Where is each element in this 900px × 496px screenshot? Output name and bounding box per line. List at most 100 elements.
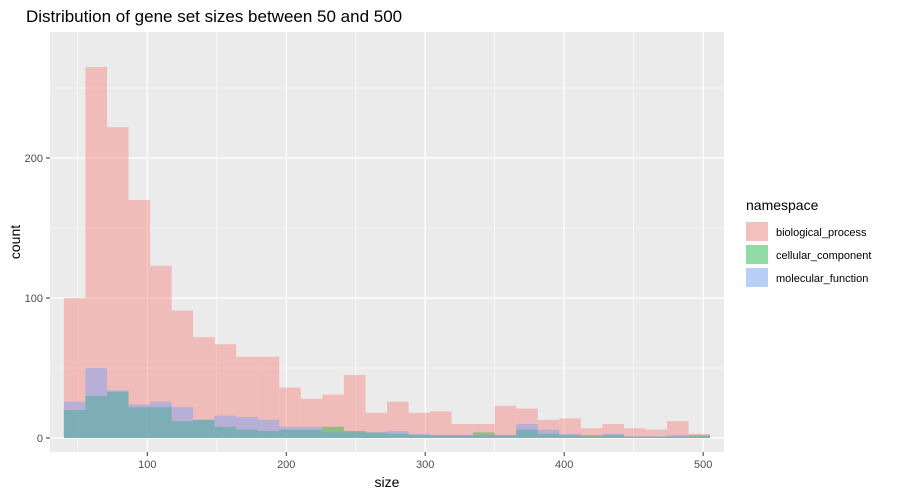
histogram-bar bbox=[580, 436, 603, 438]
histogram-bar bbox=[85, 67, 107, 438]
y-axis-label: count bbox=[7, 225, 23, 259]
histogram-bar bbox=[408, 433, 431, 438]
histogram-bar bbox=[150, 407, 172, 438]
histogram-bar bbox=[300, 429, 323, 438]
legend-swatch bbox=[746, 268, 768, 287]
series-biological-process bbox=[63, 67, 711, 438]
y-tick-label: 0 bbox=[37, 433, 43, 445]
histogram-bar bbox=[451, 424, 474, 438]
histogram-bar bbox=[580, 435, 603, 438]
plot-panel bbox=[50, 32, 724, 452]
histogram-bar bbox=[63, 410, 86, 438]
histogram-bar bbox=[559, 435, 581, 438]
histogram-bar bbox=[537, 419, 560, 438]
histogram-bar bbox=[559, 433, 581, 438]
histogram-bar bbox=[430, 411, 452, 438]
legend-key-background bbox=[746, 268, 768, 287]
histogram-bar bbox=[473, 435, 495, 438]
histogram-bar bbox=[623, 436, 646, 438]
histogram-bar bbox=[645, 436, 668, 438]
legend-label: molecular_function bbox=[776, 273, 868, 285]
x-tick-label: 500 bbox=[694, 459, 712, 471]
histogram-bar bbox=[602, 424, 624, 438]
histogram-bar bbox=[365, 432, 387, 438]
histogram-bar bbox=[473, 424, 495, 438]
histogram-bar bbox=[106, 390, 129, 438]
histogram-bar bbox=[236, 417, 258, 438]
histogram-bar bbox=[236, 429, 258, 438]
series-cellular-component bbox=[63, 391, 711, 438]
histogram-bar bbox=[623, 436, 646, 438]
histogram-bar bbox=[451, 435, 474, 438]
y-axis: 0 100 200 bbox=[25, 153, 50, 445]
x-tick-label: 300 bbox=[416, 459, 434, 471]
histogram-bar bbox=[300, 426, 323, 438]
histogram-bar bbox=[150, 401, 172, 438]
histogram-bar bbox=[537, 429, 560, 438]
histogram-bar bbox=[193, 419, 215, 438]
histogram-bar bbox=[214, 344, 237, 438]
histogram-bar bbox=[63, 401, 86, 438]
histogram-bar bbox=[408, 412, 431, 438]
histogram-bar bbox=[171, 421, 194, 438]
legend-key-background bbox=[746, 245, 768, 264]
histogram-bar bbox=[645, 436, 668, 438]
histogram-bar bbox=[85, 396, 107, 438]
legend-swatch bbox=[746, 245, 768, 264]
histogram-bar bbox=[688, 433, 711, 438]
histogram-bar bbox=[279, 429, 301, 438]
histogram-bar bbox=[602, 433, 624, 438]
histogram-bar bbox=[214, 426, 237, 438]
histogram-bar bbox=[150, 265, 172, 438]
histogram-bar bbox=[343, 431, 366, 438]
histogram-bar bbox=[516, 424, 538, 438]
histogram-bar bbox=[171, 407, 194, 438]
histogram-bar bbox=[559, 418, 581, 438]
histogram-bar bbox=[365, 412, 387, 438]
x-tick-label: 100 bbox=[138, 459, 156, 471]
x-axis-label: size bbox=[375, 474, 400, 490]
y-tick-label: 200 bbox=[25, 153, 43, 165]
histogram-bar bbox=[343, 375, 366, 438]
histogram-bar bbox=[580, 428, 603, 438]
histogram-bar bbox=[688, 435, 711, 438]
histogram-bar bbox=[300, 398, 323, 438]
histogram-bar bbox=[688, 436, 711, 438]
legend-items: biological_process cellular_componentmole… bbox=[746, 222, 871, 287]
histogram-bar bbox=[322, 432, 344, 438]
histogram-bar bbox=[193, 419, 215, 438]
x-tick-label: 200 bbox=[277, 459, 295, 471]
histogram-bar bbox=[236, 356, 258, 438]
histogram-bar bbox=[387, 431, 409, 438]
histogram-bar bbox=[128, 407, 151, 438]
histogram-bar bbox=[430, 435, 452, 438]
histogram-bar bbox=[602, 435, 624, 438]
histogram-bar bbox=[214, 415, 237, 438]
legend: namespace biological_process cellular_com… bbox=[746, 197, 871, 287]
histogram-bar bbox=[128, 200, 151, 438]
histogram-bar bbox=[473, 432, 495, 438]
histogram-bar bbox=[451, 435, 474, 438]
histogram-bar bbox=[667, 436, 689, 438]
histogram-bar bbox=[63, 298, 86, 438]
x-axis: 100 200 300 400 500 bbox=[138, 452, 712, 471]
grid-major bbox=[50, 32, 724, 452]
histogram-bar bbox=[106, 391, 129, 438]
histogram-bar bbox=[257, 356, 280, 438]
histogram-bar bbox=[537, 433, 560, 438]
legend-swatch bbox=[746, 222, 768, 241]
histogram-bar bbox=[257, 431, 280, 438]
legend-label: biological_process bbox=[776, 227, 867, 239]
grid-minor bbox=[50, 32, 724, 452]
histogram-bar bbox=[365, 432, 387, 438]
histogram-bar bbox=[193, 337, 215, 438]
series-molecular-function bbox=[63, 368, 711, 438]
histogram-bar bbox=[408, 435, 431, 438]
histogram-bar bbox=[667, 421, 689, 438]
histogram-bar bbox=[516, 408, 538, 438]
histogram-bar bbox=[516, 429, 538, 438]
histogram-bar bbox=[494, 435, 517, 438]
histogram-bar bbox=[667, 435, 689, 438]
